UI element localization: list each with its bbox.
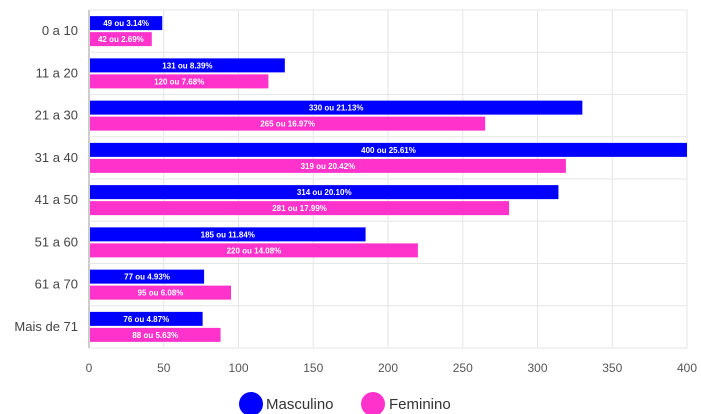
gridlines [88,9,688,349]
bar-data-label: 49 ou 3.14% [103,19,149,28]
bar-feminino[interactable] [90,116,486,131]
bar-masculino[interactable] [90,142,687,157]
legend-label-feminino[interactable]: Feminino [389,396,451,413]
x-tick-label: 150 [303,361,323,375]
legend-label-masculino[interactable]: Masculino [266,396,334,413]
legend-swatch-feminino[interactable] [361,392,385,414]
category-label: 41 a 50 [35,192,78,207]
bars: 49 ou 3.14% 42 ou 2.69% 131 ou 8.39% 120 ou… [90,16,687,342]
bar-data-label: 88 ou 5.63% [132,331,178,340]
category-label: 31 a 40 [35,150,78,165]
bar-masculino[interactable] [90,227,366,242]
bar-feminino[interactable] [90,201,510,216]
bar-masculino[interactable] [90,58,285,73]
bar-feminino[interactable] [90,243,418,258]
bar-data-label: 319 ou 20.42% [301,162,356,171]
bar-masculino[interactable] [90,100,583,115]
legend-swatch-masculino[interactable] [239,392,263,414]
bar-feminino[interactable] [90,74,269,89]
x-axis-ticks: 0 50 100 150 200 250 300 350 400 [86,361,698,375]
x-tick-label: 400 [677,361,697,375]
category-label: 61 a 70 [35,277,78,292]
category-label: Mais de 71 [14,319,78,334]
category-label: 21 a 30 [35,108,78,123]
category-label: 0 a 10 [42,23,78,38]
x-tick-label: 200 [378,361,398,375]
bar-feminino[interactable] [90,158,566,173]
legend[interactable]: Masculino Feminino [239,392,451,414]
bar-data-label: 281 ou 17.99% [272,204,327,213]
bar-feminino[interactable] [90,32,152,47]
x-tick-label: 300 [527,361,547,375]
bar-masculino[interactable] [90,16,163,31]
bar-masculino[interactable] [90,185,559,200]
bar-feminino[interactable] [90,285,232,300]
category-label: 51 a 60 [35,234,78,249]
bar-data-label: 185 ou 11.84% [201,230,255,239]
category-labels: 0 a 10 11 a 20 21 a 30 31 a 40 41 a 50 51 a 6… [14,23,78,334]
bar-data-label: 77 ou 4.93% [124,273,170,282]
bar-masculino[interactable] [90,269,205,284]
x-tick-label: 350 [602,361,622,375]
x-tick-label: 0 [86,361,93,375]
bar-data-label: 400 ou 25.61% [361,146,416,155]
category-label: 11 a 20 [36,65,78,80]
x-tick-label: 100 [228,361,248,375]
bar-data-label: 76 ou 4.87% [123,315,169,324]
bar-data-label: 42 ou 2.69% [98,35,144,44]
bar-data-label: 330 ou 21.13% [309,104,364,113]
x-tick-label: 50 [157,361,171,375]
bar-data-label: 120 ou 7.68% [154,77,204,86]
bar-data-label: 131 ou 8.39% [162,61,212,70]
bar-data-label: 265 ou 16.97% [260,120,315,129]
bar-masculino[interactable] [90,311,203,326]
x-tick-label: 250 [453,361,473,375]
bar-data-label: 220 ou 14.08% [227,246,282,255]
bar-feminino[interactable] [90,327,221,342]
bar-data-label: 314 ou 20.10% [297,188,352,197]
bar-data-label: 95 ou 6.08% [138,289,184,298]
